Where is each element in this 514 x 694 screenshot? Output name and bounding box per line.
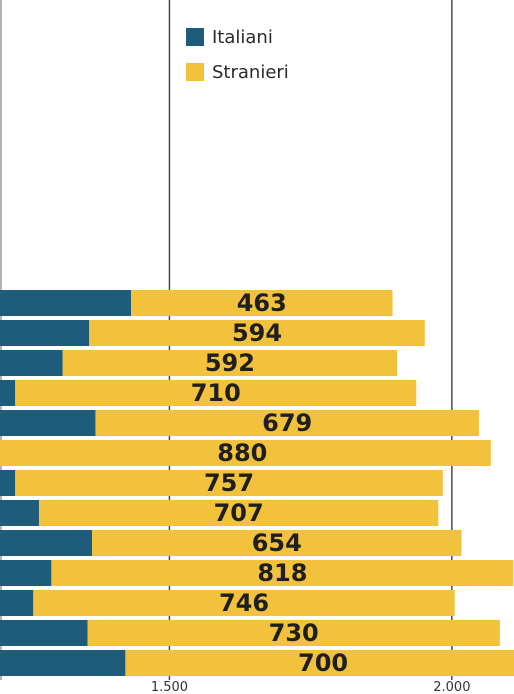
- bar-stranieri: [89, 320, 425, 346]
- x-tick-label: 1.500: [151, 680, 188, 694]
- bar-italiani: [0, 590, 34, 616]
- bar-italiani: [0, 560, 52, 586]
- bars: [0, 290, 514, 676]
- bar-stranieri: [15, 470, 443, 496]
- bar-stranieri: [92, 530, 462, 556]
- bar-stranieri: [125, 650, 514, 676]
- data-label-stranieri: 463: [237, 289, 287, 317]
- data-label-stranieri: 730: [269, 619, 319, 647]
- data-label-stranieri: 707: [214, 499, 264, 527]
- legend-label-italiani: Italiani: [212, 27, 273, 48]
- data-label-stranieri: 710: [191, 379, 241, 407]
- bar-italiani: [0, 380, 16, 406]
- bar-stranieri: [87, 620, 500, 646]
- data-label-stranieri: 880: [217, 439, 267, 467]
- bar-italiani: [0, 530, 93, 556]
- bar-stranieri: [0, 440, 491, 466]
- bar-italiani: [0, 620, 88, 646]
- legend: Italiani Stranieri: [186, 27, 289, 83]
- bar-italiani: [0, 500, 39, 526]
- bar-stranieri: [131, 290, 393, 316]
- data-label-stranieri: 679: [262, 409, 312, 437]
- x-tick-label: 2.000: [433, 680, 470, 694]
- data-label-stranieri: 592: [205, 349, 255, 377]
- legend-label-stranieri: Stranieri: [212, 62, 289, 83]
- bar-italiani: [0, 350, 63, 376]
- bar-italiani: [0, 650, 126, 676]
- bar-stranieri: [51, 560, 514, 586]
- bar-stranieri: [38, 500, 439, 526]
- data-label-stranieri: 654: [252, 529, 302, 557]
- data-label-stranieri: 700: [298, 649, 348, 677]
- data-label-stranieri: 818: [257, 559, 307, 587]
- bar-stranieri: [33, 590, 455, 616]
- bar-italiani: [0, 320, 90, 346]
- bar-italiani: [0, 410, 96, 436]
- bar-italiani: [0, 290, 132, 316]
- legend-swatch-stranieri: [186, 63, 204, 81]
- bar-stranieri: [62, 350, 398, 376]
- data-label-stranieri: 746: [219, 589, 269, 617]
- bar-italiani: [0, 470, 16, 496]
- bar-stranieri: [15, 380, 417, 406]
- data-label-stranieri: 594: [232, 319, 282, 347]
- bar-stranieri: [95, 410, 479, 436]
- legend-swatch-italiani: [186, 28, 204, 46]
- data-label-stranieri: 757: [204, 469, 254, 497]
- x-axis-ticks: 1.500 2.000: [151, 680, 471, 694]
